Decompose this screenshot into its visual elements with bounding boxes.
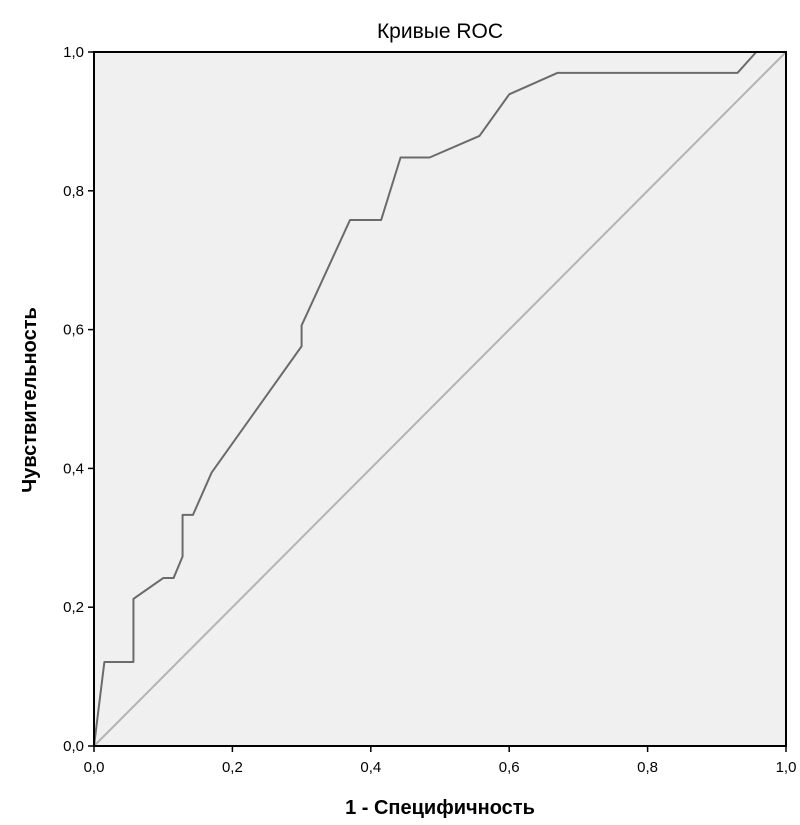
x-tick-label: 0,8 [637,759,658,776]
y-tick-label: 0,4 [63,460,84,477]
plot-frame [93,51,787,747]
x-tick-label: 0,6 [499,759,520,776]
y-tick-label: 0,8 [63,183,84,200]
y-tick-label: 1,0 [63,44,84,61]
chart-title: Кривые ROC [377,20,503,43]
roc-curve-line [93,51,786,747]
y-tick-label: 0,2 [63,599,84,616]
x-axis-label: 1 - Специфичность [345,797,535,819]
x-tick-label: 0,0 [84,759,105,776]
y-tick-label: 0,0 [63,738,84,755]
x-tick-label: 0,2 [222,759,243,776]
y-tick-label: 0,6 [63,322,84,339]
reference-diagonal-line [93,51,787,747]
x-tick-label: 1,0 [776,759,797,776]
y-axis-label: Чувствительность [19,307,41,493]
x-tick-label: 0,4 [360,759,381,776]
